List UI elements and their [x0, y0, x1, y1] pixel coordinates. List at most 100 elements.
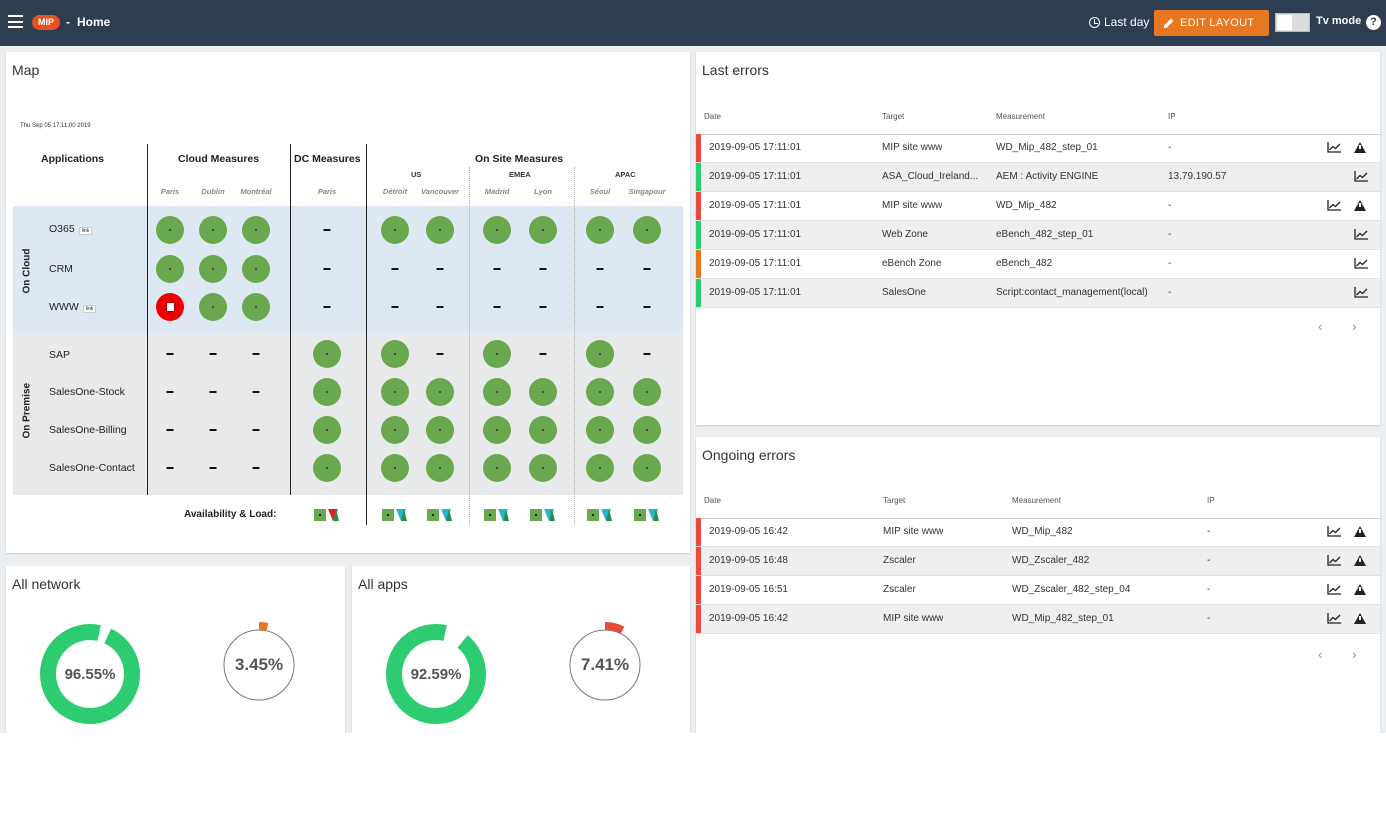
status-ok-dot[interactable]: [242, 293, 270, 321]
prev-page-button[interactable]: ‹: [1318, 318, 1323, 334]
status-ok-dot[interactable]: [381, 416, 409, 444]
column-date[interactable]: Date: [704, 112, 721, 121]
status-ok-dot[interactable]: [483, 340, 511, 368]
apps-ok-gauge[interactable]: 92.59%: [384, 622, 488, 726]
chart-icon[interactable]: [1354, 171, 1368, 182]
warning-icon[interactable]: [1354, 200, 1366, 211]
app-name[interactable]: SAP: [49, 349, 70, 361]
status-ok-dot[interactable]: [586, 416, 614, 444]
status-ok-dot[interactable]: [156, 216, 184, 244]
status-ok-dot[interactable]: [313, 416, 341, 444]
status-ok-dot[interactable]: [586, 216, 614, 244]
chart-icon[interactable]: [1327, 613, 1341, 624]
status-ok-dot[interactable]: [483, 416, 511, 444]
chart-icon[interactable]: [1327, 555, 1341, 566]
status-ok-dot[interactable]: [426, 378, 454, 406]
status-ok-dot[interactable]: [381, 454, 409, 482]
table-row[interactable]: 2019-09-05 17:11:01 ASA_Cloud_Ireland... A…: [696, 163, 1380, 192]
table-row[interactable]: 2019-09-05 16:48 Zscaler WD_Zscaler_482 -: [696, 547, 1380, 576]
table-row[interactable]: 2019-09-05 17:11:01 MIP site www WD_Mip_48…: [696, 134, 1380, 163]
column-ip[interactable]: IP: [1207, 496, 1215, 505]
status-ok-dot[interactable]: [529, 378, 557, 406]
next-page-button[interactable]: ›: [1352, 318, 1357, 334]
table-row[interactable]: 2019-09-05 17:11:01 SalesOne Script:contac…: [696, 279, 1380, 308]
network-warning-gauge[interactable]: 3.45%: [216, 622, 302, 708]
prev-page-button[interactable]: ‹: [1318, 646, 1323, 662]
next-page-button[interactable]: ›: [1352, 646, 1357, 662]
status-ok-dot[interactable]: [156, 255, 184, 283]
status-ok-dot[interactable]: [529, 454, 557, 482]
table-row[interactable]: 2019-09-05 16:51 Zscaler WD_Zscaler_482_st…: [696, 576, 1380, 605]
status-ok-dot[interactable]: [313, 378, 341, 406]
status-ok-dot[interactable]: [381, 340, 409, 368]
availability-load-indicator[interactable]: [382, 509, 408, 521]
availability-load-indicator[interactable]: [314, 509, 340, 521]
availability-load-indicator[interactable]: [484, 509, 510, 521]
status-error-dot[interactable]: [156, 293, 184, 321]
app-name[interactable]: SalesOne-Stock: [49, 386, 125, 398]
status-ok-dot[interactable]: [529, 416, 557, 444]
tv-mode-toggle[interactable]: [1275, 13, 1310, 32]
table-row[interactable]: 2019-09-05 16:42 MIP site www WD_Mip_482_s…: [696, 605, 1380, 634]
app-name[interactable]: WWW link: [49, 301, 97, 313]
status-ok-dot[interactable]: [633, 454, 661, 482]
app-name[interactable]: SalesOne-Billing: [49, 424, 127, 436]
clock-icon[interactable]: [1089, 17, 1100, 28]
mip-logo[interactable]: MIP: [32, 15, 60, 30]
column-target[interactable]: Target: [883, 496, 906, 505]
status-ok-dot[interactable]: [426, 454, 454, 482]
availability-load-indicator[interactable]: [587, 509, 613, 521]
status-ok-dot[interactable]: [483, 454, 511, 482]
status-ok-dot[interactable]: [586, 378, 614, 406]
table-row[interactable]: 2019-09-05 16:42 MIP site www WD_Mip_482 -: [696, 518, 1380, 547]
chart-icon[interactable]: [1354, 258, 1368, 269]
status-ok-dot[interactable]: [199, 293, 227, 321]
table-row[interactable]: 2019-09-05 17:11:01 MIP site www WD_Mip_48…: [696, 192, 1380, 221]
link-tag[interactable]: link: [78, 227, 93, 235]
status-ok-dot[interactable]: [483, 216, 511, 244]
warning-icon[interactable]: [1354, 555, 1366, 566]
column-ip[interactable]: IP: [1168, 112, 1176, 121]
chart-icon[interactable]: [1327, 200, 1341, 211]
chart-icon[interactable]: [1354, 287, 1368, 298]
app-name[interactable]: SalesOne-Contact: [49, 462, 135, 474]
status-ok-dot[interactable]: [529, 216, 557, 244]
column-measurement[interactable]: Measurement: [1012, 496, 1061, 505]
warning-icon[interactable]: [1354, 526, 1366, 537]
chart-icon[interactable]: [1327, 526, 1341, 537]
status-ok-dot[interactable]: [242, 216, 270, 244]
chart-icon[interactable]: [1354, 229, 1368, 240]
status-ok-dot[interactable]: [199, 216, 227, 244]
time-range-selector[interactable]: Last day: [1104, 15, 1150, 29]
status-ok-dot[interactable]: [633, 378, 661, 406]
availability-load-indicator[interactable]: [530, 509, 556, 521]
status-ok-dot[interactable]: [199, 255, 227, 283]
app-name[interactable]: CRM: [49, 263, 73, 275]
chart-icon[interactable]: [1327, 142, 1341, 153]
status-ok-dot[interactable]: [586, 454, 614, 482]
status-ok-dot[interactable]: [313, 454, 341, 482]
help-icon[interactable]: ?: [1366, 15, 1381, 30]
status-ok-dot[interactable]: [242, 255, 270, 283]
status-ok-dot[interactable]: [426, 416, 454, 444]
warning-icon[interactable]: [1354, 142, 1366, 153]
chart-icon[interactable]: [1327, 584, 1341, 595]
link-tag[interactable]: link: [82, 305, 97, 313]
table-row[interactable]: 2019-09-05 17:11:01 eBench Zone eBench_482…: [696, 250, 1380, 279]
status-ok-dot[interactable]: [426, 216, 454, 244]
edit-layout-button[interactable]: EDIT LAYOUT: [1154, 10, 1269, 36]
menu-icon[interactable]: [8, 15, 23, 28]
status-ok-dot[interactable]: [381, 216, 409, 244]
status-ok-dot[interactable]: [633, 416, 661, 444]
network-ok-gauge[interactable]: 96.55%: [38, 622, 142, 726]
status-ok-dot[interactable]: [633, 216, 661, 244]
app-name[interactable]: O365 link: [49, 223, 93, 235]
table-row[interactable]: 2019-09-05 17:11:01 Web Zone eBench_482_st…: [696, 221, 1380, 250]
warning-icon[interactable]: [1354, 613, 1366, 624]
status-ok-dot[interactable]: [381, 378, 409, 406]
status-ok-dot[interactable]: [483, 378, 511, 406]
status-ok-dot[interactable]: [313, 340, 341, 368]
status-ok-dot[interactable]: [586, 340, 614, 368]
column-measurement[interactable]: Measurement: [996, 112, 1045, 121]
apps-failed-gauge[interactable]: 7.41%: [562, 622, 648, 708]
